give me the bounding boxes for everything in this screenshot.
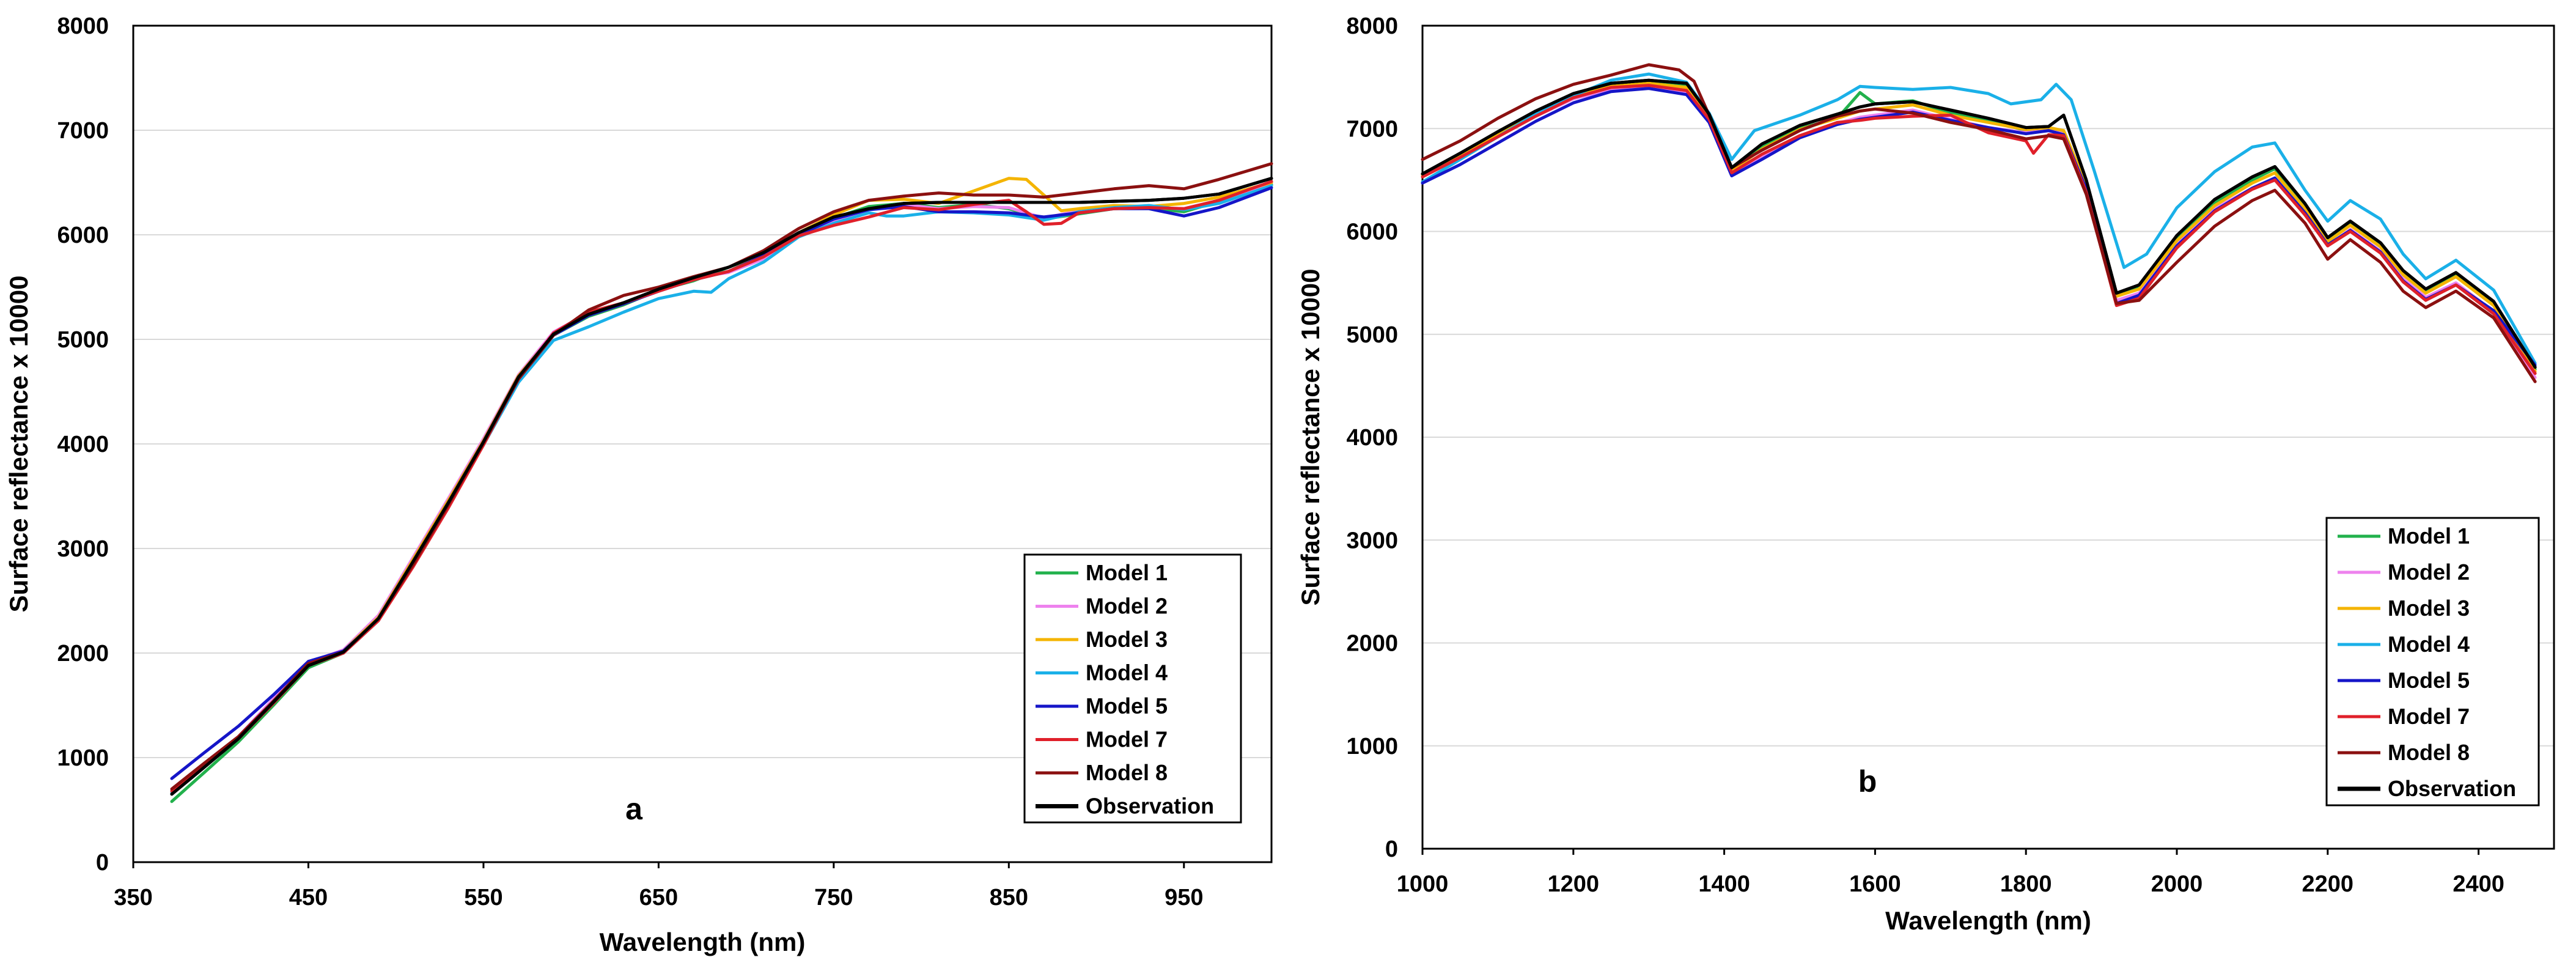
y-axis-title: Surface reflectance x 10000 bbox=[4, 275, 33, 612]
y-tick-label: 8000 bbox=[1346, 13, 1398, 39]
y-tick-label: 0 bbox=[1385, 836, 1398, 862]
legend-label: Model 8 bbox=[2388, 740, 2470, 765]
legend-label: Model 7 bbox=[1086, 727, 1168, 752]
y-tick-label: 1000 bbox=[1346, 734, 1398, 759]
y-tick-label: 1000 bbox=[57, 745, 109, 771]
legend-label: Model 1 bbox=[2388, 523, 2470, 548]
x-axis-title: Wavelength (nm) bbox=[600, 928, 806, 956]
legend: Model 1 Model 2 Model 3 Model 4 Model 5 Model… bbox=[1023, 553, 1242, 824]
series-line-model-8 bbox=[1421, 63, 2537, 383]
legend-label: Model 3 bbox=[2388, 596, 2470, 621]
series-line-model-3 bbox=[1421, 81, 2537, 373]
y-tick-label: 2000 bbox=[1346, 631, 1398, 657]
y-tick-label: 8000 bbox=[57, 13, 109, 39]
legend-label: Observation bbox=[1086, 794, 1214, 819]
series-line-observation-top bbox=[170, 177, 1273, 796]
y-tick-label: 7000 bbox=[1346, 116, 1398, 142]
x-tick-label: 550 bbox=[464, 885, 502, 910]
legend-label: Model 3 bbox=[1086, 627, 1168, 652]
panel-label: a bbox=[625, 792, 643, 826]
legend-label: Model 1 bbox=[1086, 560, 1168, 585]
x-tick-label: 1400 bbox=[1698, 871, 1750, 897]
y-tick-label: 3000 bbox=[57, 536, 109, 562]
x-tick-label: 850 bbox=[990, 885, 1028, 910]
x-tick-label: 750 bbox=[814, 885, 853, 910]
legend-label: Observation bbox=[2388, 776, 2516, 801]
y-tick-label: 4000 bbox=[1346, 425, 1398, 451]
plot-area-frame bbox=[1421, 24, 2555, 850]
legend: Model 1 Model 2 Model 3 Model 4 Model 5 Model… bbox=[2325, 517, 2540, 807]
y-tick-label: 7000 bbox=[57, 118, 109, 144]
y-tick-label: 6000 bbox=[57, 223, 109, 248]
chart-panel-a: 0 1000 2000 3000 4000 5000 6000 7000 8000 350 450 5… bbox=[4, 13, 1273, 956]
y-tick-label: 0 bbox=[96, 850, 109, 876]
legend-label: Model 7 bbox=[2388, 704, 2470, 729]
legend-label: Model 8 bbox=[1086, 760, 1168, 785]
x-tick-label: 2000 bbox=[2151, 871, 2203, 897]
legend-label: Model 4 bbox=[2388, 632, 2470, 657]
x-tick-label: 450 bbox=[289, 885, 328, 910]
x-tick-label: 2200 bbox=[2302, 871, 2354, 897]
x-tick-label: 650 bbox=[639, 885, 678, 910]
x-tick-label: 1200 bbox=[1548, 871, 1600, 897]
series-line-observation-top bbox=[1421, 78, 2537, 369]
x-tick-label: 2400 bbox=[2453, 871, 2504, 897]
y-tick-label: 2000 bbox=[57, 641, 109, 666]
y-tick-label: 4000 bbox=[57, 432, 109, 457]
x-tick-label: 1800 bbox=[2000, 871, 2052, 897]
y-tick-label: 5000 bbox=[57, 327, 109, 353]
y-axis-title: Surface reflectance x 10000 bbox=[1296, 268, 1325, 605]
plot-area-frame bbox=[132, 24, 1273, 863]
legend-label: Model 5 bbox=[2388, 668, 2470, 693]
legend-label: Model 2 bbox=[1086, 594, 1168, 619]
x-tick-label: 1000 bbox=[1397, 871, 1449, 897]
chart-panel-b: 0 1000 2000 3000 4000 5000 6000 7000 8000 1000 120… bbox=[1296, 13, 2555, 935]
panel-label: b bbox=[1858, 764, 1877, 799]
legend-label: Model 2 bbox=[2388, 559, 2470, 585]
y-tick-label: 6000 bbox=[1346, 220, 1398, 245]
series-line-model-7 bbox=[1421, 84, 2537, 375]
legend-box bbox=[2325, 517, 2540, 807]
x-tick-label: 1600 bbox=[1849, 871, 1901, 897]
y-tick-label: 5000 bbox=[1346, 322, 1398, 348]
legend-label: Model 4 bbox=[1086, 660, 1168, 685]
legend-box bbox=[1023, 553, 1242, 824]
x-tick-label: 350 bbox=[114, 885, 152, 910]
series-line-model-4 bbox=[1421, 72, 2537, 365]
x-tick-label: 950 bbox=[1165, 885, 1203, 910]
y-tick-label: 3000 bbox=[1346, 528, 1398, 553]
legend-label: Model 5 bbox=[1086, 693, 1168, 718]
x-axis-title: Wavelength (nm) bbox=[1885, 906, 2091, 935]
